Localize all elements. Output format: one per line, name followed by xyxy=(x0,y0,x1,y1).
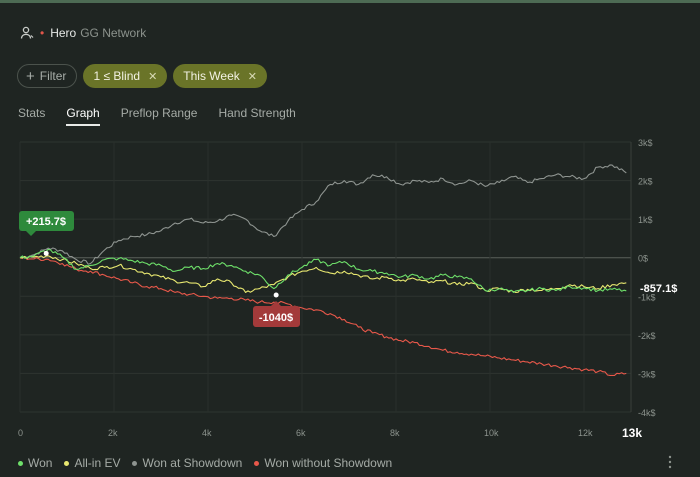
tab-hand-strength[interactable]: Hand Strength xyxy=(218,106,296,120)
peak-marker xyxy=(43,250,49,256)
legend-item-won-at-showdown[interactable]: Won at Showdown xyxy=(132,456,242,470)
legend-dot xyxy=(18,460,23,466)
peak-callout-pointer xyxy=(26,231,36,236)
filter-chip-label: This Week xyxy=(183,69,240,83)
low-callout xyxy=(253,306,300,327)
filter-bar: + Filter 1 ≤ Blind ✕ This Week ✕ xyxy=(17,64,267,88)
y-tick-label: 3k$ xyxy=(638,138,653,148)
close-icon[interactable]: ✕ xyxy=(247,70,257,83)
y-tick-label: 2k$ xyxy=(638,177,653,187)
legend-label: Won without Showdown xyxy=(264,456,393,470)
y-tick-label: -4k$ xyxy=(638,408,656,418)
filter-chip-date[interactable]: This Week ✕ xyxy=(173,64,267,88)
tab-graph[interactable]: Graph xyxy=(66,106,100,126)
network-dot-icon: • xyxy=(40,26,45,40)
x-tick-label: 10k xyxy=(484,428,499,438)
tab-preflop-range[interactable]: Preflop Range xyxy=(120,106,198,120)
filter-chip-label: 1 ≤ Blind xyxy=(93,69,141,83)
x-tick-label: 4k xyxy=(202,428,212,438)
x-tick-label: 0 xyxy=(18,428,23,438)
y-tick-label: 1k$ xyxy=(638,215,653,225)
low-marker xyxy=(273,292,279,298)
plus-icon: + xyxy=(26,67,35,85)
legend-label: All-in EV xyxy=(74,456,121,470)
low-callout-label: -1040$ xyxy=(259,312,293,324)
x-end-label: 13k xyxy=(622,426,642,440)
series-line-won xyxy=(19,248,627,293)
series-line-won-at-showdown xyxy=(19,164,627,265)
y-tick-label: -1k$ xyxy=(638,292,656,302)
legend-dot xyxy=(64,460,70,466)
chart-legend: Won All-in EV Won at Showdown Won withou… xyxy=(18,456,404,470)
legend-item-won[interactable]: Won xyxy=(18,456,52,470)
close-icon[interactable]: ✕ xyxy=(148,70,158,83)
network-name: GG Network xyxy=(80,26,147,40)
top-accent-line xyxy=(0,0,700,3)
legend-label: Won at Showdown xyxy=(142,456,243,470)
legend-label: Won xyxy=(28,456,53,470)
end-value-label: -857.1$ xyxy=(640,283,677,295)
profit-graph[interactable]: 3k$ 2k$ 1k$ 0$ -1k$ -2k$ -3k$ -4k$ 0 2k 4k 6k 8k 10k 1… xyxy=(0,130,700,446)
player-header: • Hero GG Network xyxy=(20,24,146,42)
x-tick-label: 6k xyxy=(296,428,306,438)
peak-callout xyxy=(19,211,74,231)
series-line-won-without-showdown xyxy=(19,256,627,376)
legend-item-won-without-showdown[interactable]: Won without Showdown xyxy=(254,456,392,470)
tab-stats[interactable]: Stats xyxy=(18,106,46,120)
add-filter-label: Filter xyxy=(39,69,67,83)
more-options-icon[interactable] xyxy=(665,455,675,469)
x-tick-label: 12k xyxy=(578,428,593,438)
y-tick-label: -3k$ xyxy=(638,369,656,379)
legend-item-all-in-ev[interactable]: All-in EV xyxy=(64,456,120,470)
tab-bar: Stats Graph Preflop Range Hand Strength xyxy=(18,106,317,126)
low-callout-pointer xyxy=(271,301,281,306)
filter-chip-blind[interactable]: 1 ≤ Blind ✕ xyxy=(83,64,168,88)
y-tick-label: -2k$ xyxy=(638,331,656,341)
x-tick-label: 2k xyxy=(108,428,118,438)
x-tick-label: 8k xyxy=(390,428,400,438)
legend-dot xyxy=(254,460,260,466)
y-tick-label: 0$ xyxy=(638,254,648,264)
user-icon[interactable] xyxy=(20,26,34,40)
add-filter-button[interactable]: + Filter xyxy=(17,64,78,88)
legend-dot xyxy=(132,460,138,466)
player-name: Hero xyxy=(50,26,77,40)
peak-callout-label: +215.7$ xyxy=(26,216,66,228)
